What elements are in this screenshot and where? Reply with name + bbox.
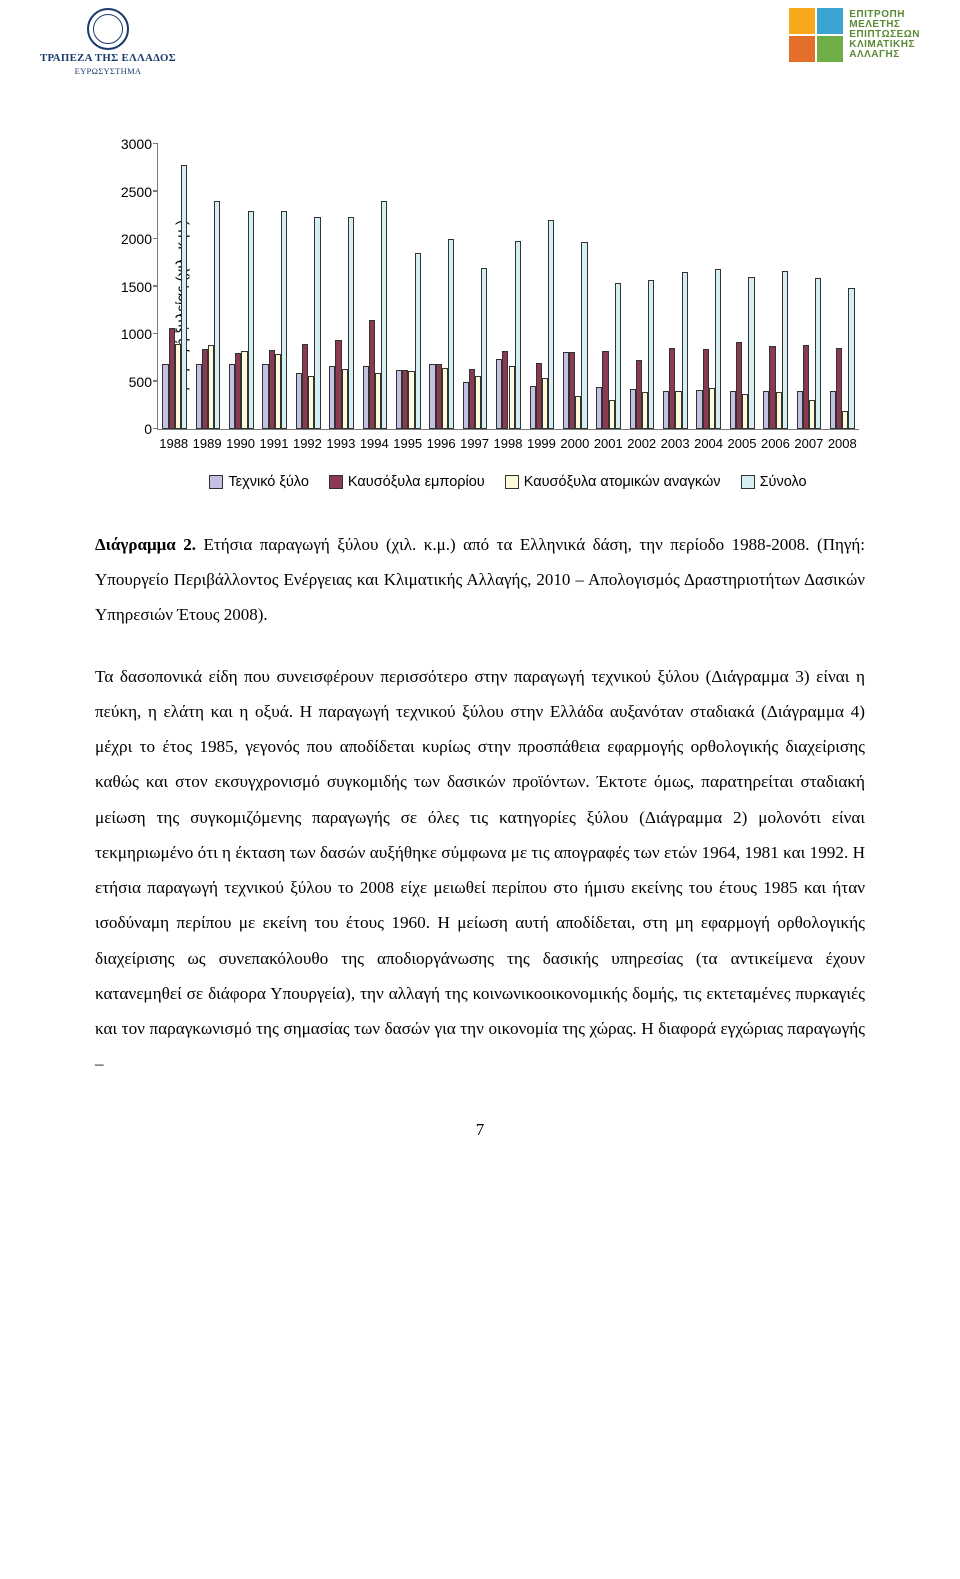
chart-ytick: 1500 bbox=[112, 279, 152, 295]
chart-plot-area: 050010001500200025003000 bbox=[157, 144, 859, 430]
chart-xtick: 2006 bbox=[761, 436, 790, 451]
chart-bar bbox=[281, 211, 287, 430]
chart-xtick: 1999 bbox=[527, 436, 556, 451]
emeka-blocks-icon bbox=[789, 8, 843, 62]
chart-bar bbox=[381, 201, 387, 429]
bank-name: ΤΡΑΠΕΖΑ ΤΗΣ ΕΛΛΑΔΟΣ bbox=[40, 52, 176, 64]
chart-xtick: 2003 bbox=[661, 436, 690, 451]
chart-xtick: 1990 bbox=[226, 436, 255, 451]
chart-bar bbox=[782, 271, 788, 429]
bank-of-greece-logo: ΤΡΑΠΕΖΑ ΤΗΣ ΕΛΛΑΔΟΣ ΕΥΡΩΣΥΣΤΗΜΑ bbox=[40, 8, 176, 76]
emeka-logo: ΕΠΙΤΡΟΠΗ ΜΕΛΕΤΗΣ ΕΠΙΠΤΩΣΕΩΝ ΚΛΙΜΑΤΙΚΗΣ Α… bbox=[789, 8, 920, 62]
chart-bar bbox=[415, 253, 421, 429]
chart-bar bbox=[648, 280, 654, 429]
chart-xtick: 2004 bbox=[694, 436, 723, 451]
chart-bar bbox=[548, 220, 554, 429]
emeka-text: ΕΠΙΤΡΟΠΗ ΜΕΛΕΤΗΣ ΕΠΙΠΤΩΣΕΩΝ ΚΛΙΜΑΤΙΚΗΣ Α… bbox=[849, 10, 920, 60]
page-number: 7 bbox=[95, 1120, 865, 1140]
chart-bar bbox=[715, 269, 721, 429]
chart-bars-layer bbox=[158, 144, 859, 429]
legend-label: Καυσόξυλα εμπορίου bbox=[348, 474, 485, 490]
chart-bar bbox=[448, 239, 454, 429]
chart-xtick: 2007 bbox=[794, 436, 823, 451]
chart-ytick: 3000 bbox=[112, 136, 152, 152]
chart-legend: Τεχνικό ξύλο Καυσόξυλα εμπορίου Καυσόξυλα … bbox=[157, 464, 859, 500]
chart-xtick: 1989 bbox=[193, 436, 222, 451]
chart-ytick: 2000 bbox=[112, 231, 152, 247]
legend-item: Καυσόξυλα εμπορίου bbox=[329, 474, 485, 490]
chart: Παραγωγή ξυλείας (χιλ. κ.μ.) 05001000150… bbox=[95, 130, 865, 500]
chart-xtick: 1997 bbox=[460, 436, 489, 451]
body-paragraph: Τα δασοπονικά είδη που συνεισφέρουν περι… bbox=[95, 659, 865, 1082]
chart-bar bbox=[682, 272, 688, 429]
chart-bar bbox=[348, 217, 354, 429]
chart-xtick: 1993 bbox=[326, 436, 355, 451]
chart-bar bbox=[248, 211, 254, 430]
bank-subtitle: ΕΥΡΩΣΥΣΤΗΜΑ bbox=[75, 66, 142, 76]
chart-xtick: 2000 bbox=[560, 436, 589, 451]
legend-label: Τεχνικό ξύλο bbox=[228, 474, 309, 490]
chart-xtick: 2008 bbox=[828, 436, 857, 451]
legend-label: Σύνολο bbox=[760, 474, 807, 490]
chart-xtick: 2001 bbox=[594, 436, 623, 451]
chart-bar bbox=[515, 241, 521, 429]
chart-bar bbox=[581, 242, 587, 429]
chart-xtick: 2002 bbox=[627, 436, 656, 451]
chart-ytick: 500 bbox=[112, 374, 152, 390]
chart-bar bbox=[848, 288, 854, 429]
chart-ytick: 2500 bbox=[112, 184, 152, 200]
chart-xtick: 1988 bbox=[159, 436, 188, 451]
figure-caption-bold: Διάγραμμα 2. bbox=[95, 535, 196, 554]
chart-bar bbox=[615, 283, 621, 429]
chart-bar bbox=[748, 277, 754, 429]
chart-bar bbox=[815, 278, 821, 429]
chart-xtick: 1996 bbox=[427, 436, 456, 451]
legend-item: Τεχνικό ξύλο bbox=[209, 474, 309, 490]
chart-bar bbox=[214, 201, 220, 429]
chart-xtick: 1998 bbox=[494, 436, 523, 451]
figure-caption-text: Ετήσια παραγωγή ξύλου (χιλ. κ.μ.) από τα… bbox=[95, 535, 865, 624]
page-header: ΤΡΑΠΕΖΑ ΤΗΣ ΕΛΛΑΔΟΣ ΕΥΡΩΣΥΣΤΗΜΑ ΕΠΙΤΡΟΠΗ… bbox=[40, 8, 920, 76]
chart-xlabels: 1988 1989 1990 1991 1992 1993 1994 1995 1996 1997… bbox=[157, 434, 859, 454]
chart-ytick: 1000 bbox=[112, 326, 152, 342]
bank-seal-icon bbox=[87, 8, 129, 50]
figure-caption: Διάγραμμα 2. Ετήσια παραγωγή ξύλου (χιλ.… bbox=[95, 528, 865, 633]
chart-xtick: 1994 bbox=[360, 436, 389, 451]
emeka-line: ΑΛΛΑΓΗΣ bbox=[849, 50, 920, 60]
chart-bar bbox=[481, 268, 487, 429]
legend-item: Καυσόξυλα ατομικών αναγκών bbox=[505, 474, 721, 490]
chart-bar bbox=[314, 217, 320, 429]
legend-swatch bbox=[741, 475, 755, 489]
legend-swatch bbox=[209, 475, 223, 489]
chart-xtick: 2005 bbox=[728, 436, 757, 451]
legend-swatch bbox=[329, 475, 343, 489]
chart-bar bbox=[181, 165, 187, 429]
legend-label: Καυσόξυλα ατομικών αναγκών bbox=[524, 474, 721, 490]
chart-xtick: 1991 bbox=[260, 436, 289, 451]
chart-xtick: 1992 bbox=[293, 436, 322, 451]
chart-ytick: 0 bbox=[112, 421, 152, 437]
chart-xtick: 1995 bbox=[393, 436, 422, 451]
legend-swatch bbox=[505, 475, 519, 489]
legend-item: Σύνολο bbox=[741, 474, 807, 490]
